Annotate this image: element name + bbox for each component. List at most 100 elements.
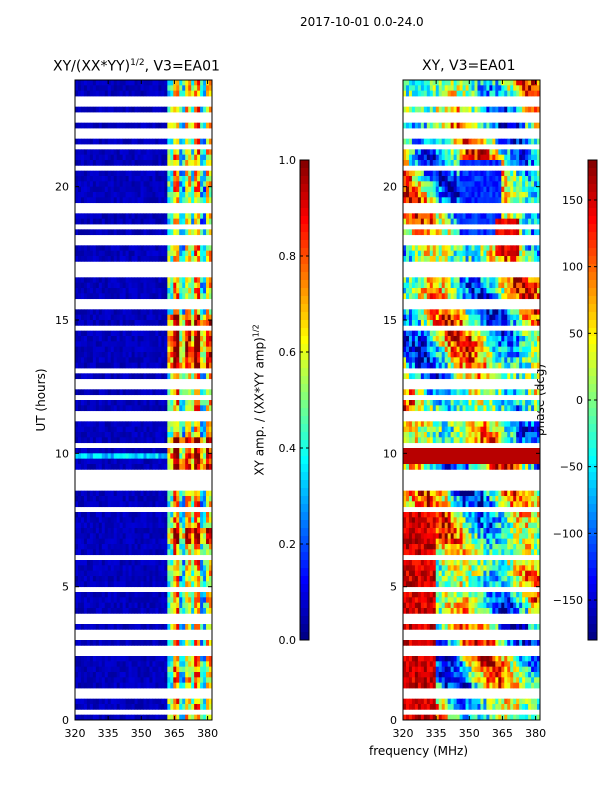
- heatmap-cell: [435, 106, 440, 113]
- heatmap-cell: [185, 560, 189, 566]
- heatmap-cell: [98, 122, 103, 129]
- heatmap-cell: [89, 517, 94, 524]
- heatmap-cell: [131, 192, 135, 198]
- heatmap-cell: [158, 122, 162, 129]
- heatmap-cell: [137, 640, 141, 646]
- heatmap-cell: [185, 661, 189, 668]
- heatmap-cell: [203, 448, 207, 454]
- heatmap-cell: [432, 192, 437, 198]
- heatmap-cell: [459, 154, 463, 161]
- heatmap-cell: [122, 592, 127, 598]
- heatmap-cell: [143, 218, 147, 225]
- heatmap-cell: [80, 432, 85, 438]
- heatmap-cell: [140, 192, 144, 198]
- heatmap-cell: [95, 512, 100, 518]
- heatmap-cell: [122, 661, 127, 668]
- heatmap-cell: [197, 501, 201, 508]
- heatmap-cell: [107, 560, 112, 566]
- heatmap-cell: [477, 181, 481, 188]
- heatmap-cell: [95, 448, 100, 454]
- heatmap-cell: [140, 682, 144, 689]
- heatmap-cell: [504, 80, 508, 86]
- heatmap-cell: [146, 405, 150, 412]
- heatmap-cell: [155, 314, 159, 321]
- heatmap-cell: [185, 608, 189, 614]
- heatmap-cell: [89, 581, 94, 588]
- heatmap-cell: [98, 320, 103, 326]
- heatmap-cell: [167, 490, 171, 497]
- heatmap-cell: [495, 176, 499, 182]
- heatmap-cell: [149, 528, 153, 534]
- heatmap-cell: [155, 602, 159, 609]
- heatmap-cell: [417, 245, 422, 252]
- heatmap-cell: [161, 426, 165, 433]
- heatmap-cell: [152, 714, 156, 721]
- heatmap-cell: [113, 282, 118, 289]
- heatmap-cell: [80, 250, 85, 257]
- heatmap-cell: [107, 624, 112, 630]
- heatmap-cell: [191, 106, 195, 113]
- heatmap-cell: [477, 197, 481, 204]
- heatmap-cell: [438, 90, 443, 97]
- heatmap-cell: [101, 160, 106, 166]
- heatmap-cell: [143, 581, 147, 588]
- heatmap-cell: [146, 293, 150, 300]
- heatmap-cell: [474, 250, 478, 257]
- heatmap-cell: [453, 213, 458, 220]
- heatmap-cell: [480, 149, 484, 156]
- heatmap-cell: [155, 640, 159, 646]
- heatmap-cell: [89, 288, 94, 294]
- heatmap-cell: [501, 293, 505, 300]
- heatmap-cell: [89, 426, 94, 433]
- heatmap-cell: [143, 533, 147, 540]
- heatmap-cell: [131, 640, 135, 646]
- heatmap-cell: [176, 432, 180, 438]
- heatmap-cell: [182, 106, 186, 113]
- heatmap-cell: [95, 656, 100, 662]
- heatmap-cell: [89, 320, 94, 326]
- heatmap-cell: [95, 400, 100, 406]
- heatmap-cell: [131, 197, 135, 204]
- heatmap-cell: [119, 677, 124, 684]
- heatmap-cell: [101, 85, 106, 92]
- heatmap-cell: [113, 677, 118, 684]
- heatmap-cell: [140, 464, 144, 470]
- heatmap-cell: [405, 330, 410, 337]
- heatmap-cell: [441, 176, 446, 182]
- heatmap-cell: [107, 389, 112, 396]
- heatmap-cell: [191, 362, 195, 369]
- heatmap-cell: [170, 357, 174, 364]
- heatmap-cell: [80, 666, 85, 673]
- heatmap-cell: [119, 528, 124, 534]
- heatmap-cell: [489, 149, 493, 156]
- heatmap-cell: [125, 160, 130, 166]
- heatmap-cell: [86, 714, 91, 721]
- heatmap-cell: [522, 154, 526, 161]
- heatmap-cell: [182, 581, 186, 588]
- heatmap-cell: [101, 432, 106, 438]
- heatmap-cell: [525, 186, 529, 193]
- heatmap-cell: [498, 160, 502, 166]
- heatmap-cell: [176, 570, 180, 577]
- heatmap-cell: [83, 288, 88, 294]
- heatmap-cell: [200, 250, 204, 257]
- heatmap-cell: [134, 602, 138, 609]
- heatmap-cell: [182, 560, 186, 566]
- heatmap-cell: [140, 341, 144, 348]
- heatmap-cell: [194, 496, 198, 502]
- heatmap-cell: [471, 186, 475, 193]
- heatmap-cell: [146, 496, 150, 502]
- heatmap-cell: [432, 320, 437, 326]
- heatmap-cell: [75, 490, 79, 497]
- heatmap-cell: [143, 389, 147, 396]
- heatmap-cell: [182, 608, 186, 614]
- heatmap-cell: [143, 682, 147, 689]
- heatmap-cell: [140, 282, 144, 289]
- heatmap-cell: [83, 549, 88, 556]
- heatmap-cell: [104, 176, 109, 182]
- heatmap-cell: [516, 288, 520, 294]
- heatmap-cell: [450, 186, 455, 193]
- heatmap-cell: [89, 293, 94, 300]
- heatmap-cell: [188, 256, 192, 262]
- heatmap-cell: [185, 277, 189, 284]
